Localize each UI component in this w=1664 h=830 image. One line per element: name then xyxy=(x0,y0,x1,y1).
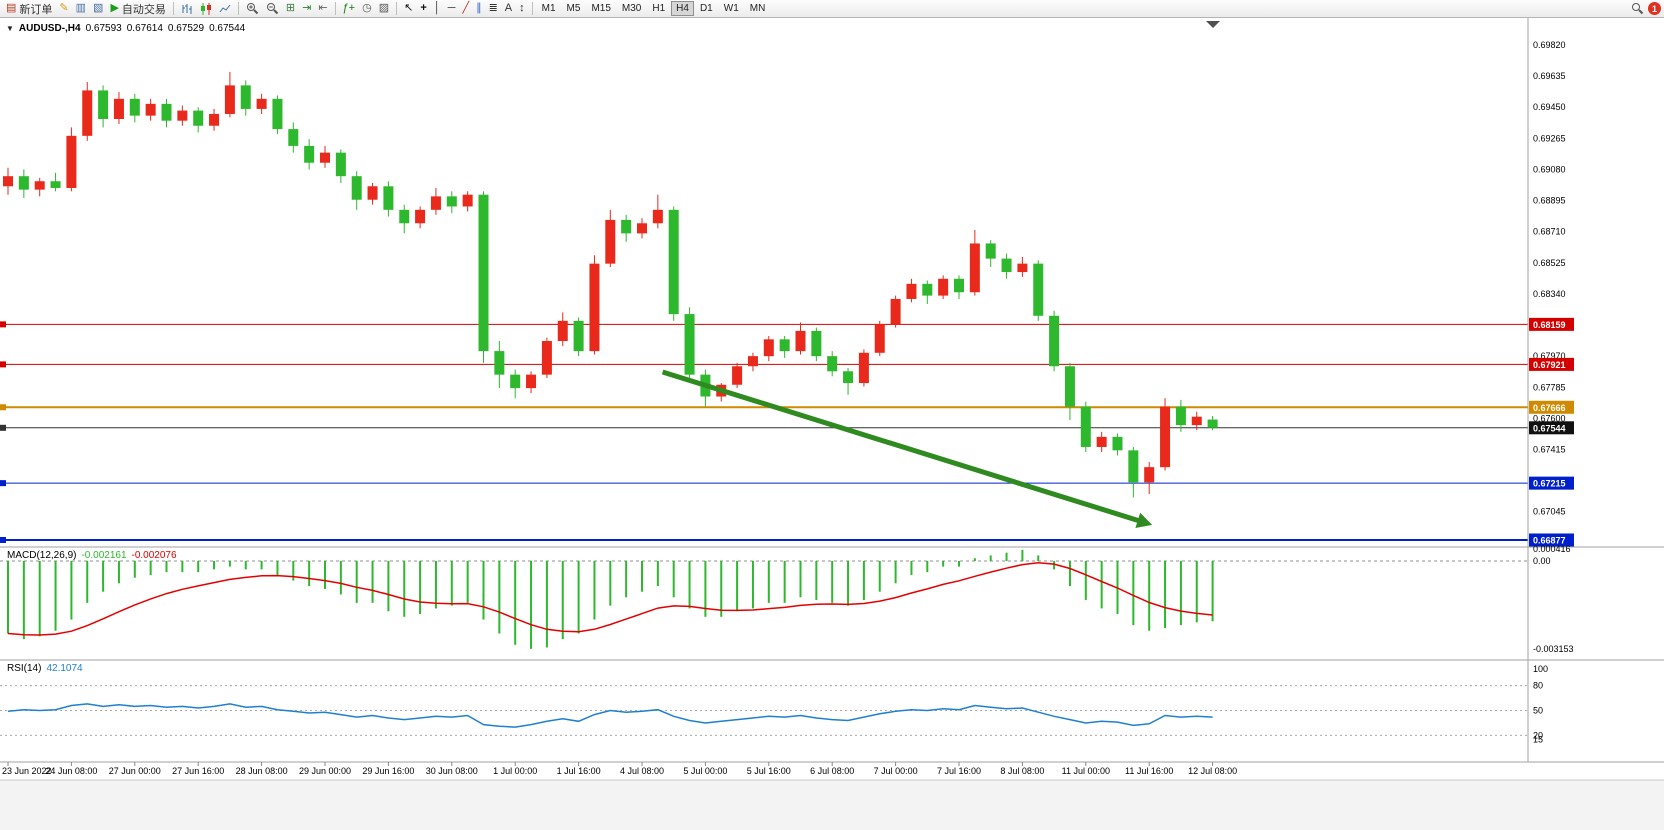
indicators-icon: ƒ+ xyxy=(342,2,356,14)
trendline-icon: ╱ xyxy=(462,2,470,14)
chart-title-ohlc: ▼ AUDUSD-,H4 0.67593 0.67614 0.67529 0.6… xyxy=(6,23,245,34)
indicators-button[interactable]: ƒ+ xyxy=(340,1,359,17)
zoom-in-icon xyxy=(246,3,259,15)
clock-icon: ◷ xyxy=(362,2,372,14)
metaeditor-button[interactable]: ✎ xyxy=(56,1,71,17)
chart-bars-button[interactable] xyxy=(178,1,196,17)
timeframe-button-h4[interactable]: H4 xyxy=(671,1,694,16)
horizontal-line-tool-button[interactable]: ─ xyxy=(445,1,459,17)
toolbar-separator xyxy=(334,2,336,15)
horizontal-line-icon: ─ xyxy=(447,2,456,14)
line-chart-icon xyxy=(219,4,231,12)
candlestick-chart-icon xyxy=(200,2,211,15)
macd-main-value: -0.002161 xyxy=(81,550,127,561)
notification-badge[interactable]: 1 xyxy=(1648,2,1661,15)
new-order-label: 新订单 xyxy=(19,3,53,16)
crosshair-tool-button[interactable]: + xyxy=(417,1,429,17)
market-watch-icon: ▥ xyxy=(75,2,87,14)
ohlc-open: 0.67593 xyxy=(85,23,122,34)
vertical-line-icon: │ xyxy=(433,2,441,14)
new-order-button[interactable]: ▤ 新订单 xyxy=(3,1,55,17)
text-tool-icon: A xyxy=(504,2,513,14)
auto-scroll-button[interactable]: ⇥ xyxy=(299,1,314,17)
tile-windows-icon: ⊞ xyxy=(285,2,296,14)
search-icon xyxy=(1632,3,1644,15)
main-chart-area[interactable] xyxy=(0,18,1528,547)
chart-line-button[interactable] xyxy=(216,1,234,17)
templates-button[interactable]: ▨ xyxy=(376,1,392,17)
market-watch-button[interactable]: ▥ xyxy=(73,1,89,17)
timeframe-button-m1[interactable]: M1 xyxy=(541,3,556,14)
timeframe-button-mn[interactable]: MN xyxy=(749,3,766,14)
fibonacci-tool-button[interactable]: ≣ xyxy=(486,1,501,17)
chart-candles-button[interactable] xyxy=(197,1,215,17)
rsi-value: 42.1074 xyxy=(46,663,83,674)
fibonacci-icon: ≣ xyxy=(488,2,498,14)
macd-indicator-label: MACD(12,26,9) -0.002161 -0.002076 xyxy=(7,550,177,561)
channel-icon: ∥ xyxy=(476,2,482,14)
templates-icon: ▨ xyxy=(378,2,390,14)
autotrading-label: 自动交易 xyxy=(121,3,166,16)
zoom-out-button[interactable] xyxy=(263,1,282,17)
rsi-panel[interactable] xyxy=(0,661,1528,762)
rsi-name: RSI(14) xyxy=(7,663,42,674)
metaeditor-icon: ✎ xyxy=(59,2,69,14)
navigator-button[interactable]: ▧ xyxy=(90,1,106,17)
tile-windows-button[interactable]: ⊞ xyxy=(283,1,298,17)
navigator-icon: ▧ xyxy=(93,2,104,14)
arrows-tool-icon: ↕ xyxy=(519,2,525,14)
macd-name: MACD(12,26,9) xyxy=(7,550,77,561)
timeframe-button-w1[interactable]: W1 xyxy=(723,3,739,14)
auto-scroll-icon: ⇥ xyxy=(302,2,312,14)
timeframe-button-m30[interactable]: M30 xyxy=(621,3,642,14)
ohlc-high: 0.67614 xyxy=(126,23,163,34)
zoom-out-icon xyxy=(266,3,279,15)
timeframe-button-h1[interactable]: H1 xyxy=(652,3,666,14)
timeframe-button-m15[interactable]: M15 xyxy=(591,3,611,14)
autotrading-button[interactable]: ▶ 自动交易 xyxy=(107,1,168,17)
trendline-tool-button[interactable]: ╱ xyxy=(459,1,472,17)
channel-tool-button[interactable]: ∥ xyxy=(473,1,485,17)
macd-signal-value: -0.002076 xyxy=(131,550,177,561)
crosshair-icon: + xyxy=(420,2,427,14)
rsi-indicator-label: RSI(14) 42.1074 xyxy=(7,663,83,674)
ohlc-low: 0.67529 xyxy=(167,23,205,34)
autotrading-play-icon: ▶ xyxy=(110,2,119,14)
bar-chart-icon xyxy=(182,3,192,14)
ohlc-close: 0.67544 xyxy=(209,23,246,34)
arrows-tool-button[interactable]: ↕ xyxy=(516,1,528,17)
time-axis[interactable] xyxy=(0,762,1664,780)
toolbar-separator xyxy=(396,2,398,15)
toolbar-separator xyxy=(237,2,239,15)
price-axis[interactable] xyxy=(1528,18,1664,762)
toolbar-separator xyxy=(531,2,533,15)
main-toolbar: ▤ 新订单 ✎ ▥ ▧ ▶ 自动交易 ⊞ ⇥ ⇤ ƒ+ ◷ ▨ ↖ + │ ─ … xyxy=(0,0,1664,18)
timeframe-button-d1[interactable]: D1 xyxy=(699,3,713,14)
macd-panel[interactable] xyxy=(0,548,1528,660)
vertical-line-tool-button[interactable]: │ xyxy=(431,1,444,17)
one-click-trading-toggle[interactable]: ▼ xyxy=(6,24,14,33)
periods-button[interactable]: ◷ xyxy=(359,1,375,17)
search-button[interactable] xyxy=(1628,1,1647,17)
symbol-period-label: AUDUSD-,H4 xyxy=(18,23,81,34)
cursor-tool-button[interactable]: ↖ xyxy=(401,1,416,17)
cursor-icon: ↖ xyxy=(404,2,414,14)
chart-shift-button[interactable]: ⇤ xyxy=(315,1,330,17)
chart-shift-icon: ⇤ xyxy=(318,2,328,14)
zoom-in-button[interactable] xyxy=(243,1,262,17)
toolbar-separator xyxy=(172,2,174,15)
new-order-icon: ▤ xyxy=(6,2,17,14)
text-tool-button[interactable]: A xyxy=(502,1,515,17)
timeframe-button-m5[interactable]: M5 xyxy=(566,3,581,14)
